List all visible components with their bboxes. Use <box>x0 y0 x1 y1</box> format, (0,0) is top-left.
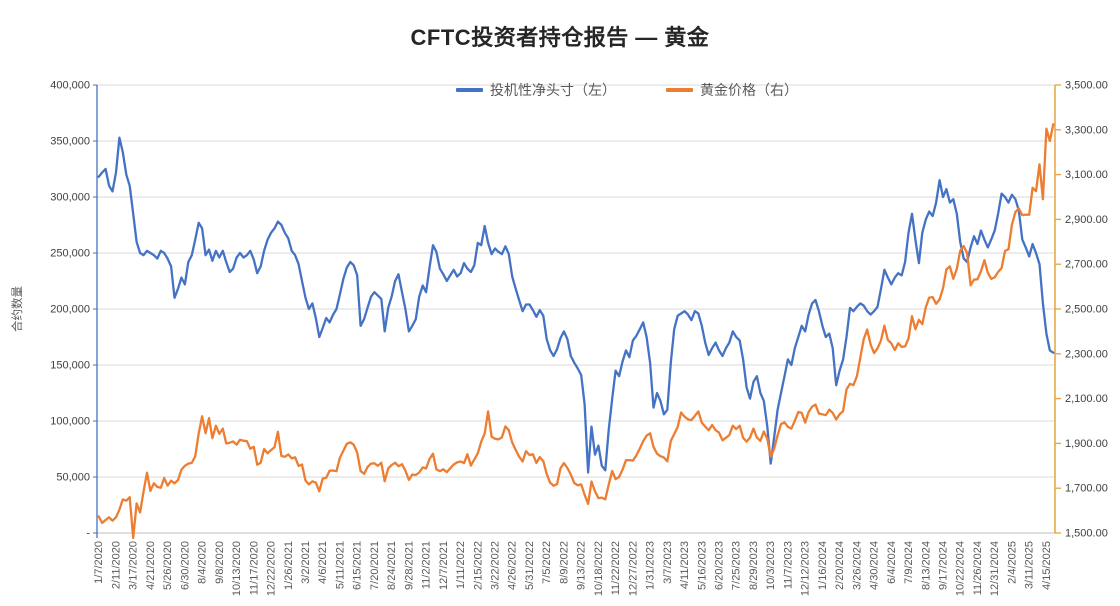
x-axis-tick-label: 1/11/2022 <box>455 541 467 589</box>
gold-price-line <box>97 123 1055 540</box>
x-axis-tick-label: 11/22/2022 <box>610 541 622 595</box>
x-axis-tick-label: 4/26/2022 <box>507 541 519 590</box>
right-axis-tick-label: 2,300.00 <box>1065 348 1108 360</box>
x-axis-tick-label: 9/13/2022 <box>576 541 588 590</box>
right-axis-tick-label: 2,700.00 <box>1065 259 1108 271</box>
y-axis-title: 合约数量 <box>10 286 24 332</box>
net-position-line-swatch <box>456 88 483 92</box>
left-axis-tick-label: 400,000 <box>50 80 90 92</box>
x-axis-tick-label: 2/4/2025 <box>1006 541 1018 584</box>
x-axis-tick-label: 9/17/2024 <box>938 541 950 590</box>
chart-title: CFTC投资者持仓报告 — 黄金 <box>410 25 710 50</box>
x-axis-tick-label: 7/20/2021 <box>369 541 381 590</box>
legend-label-net-position: 投机性净头寸（左） <box>490 82 616 98</box>
x-axis-tick-label: 8/29/2023 <box>748 541 760 590</box>
left-axis-tick-label: 100,000 <box>50 416 90 428</box>
right-axis-tick-label: 1,900.00 <box>1065 438 1108 450</box>
x-axis-tick-label: 2/11/2020 <box>110 541 122 589</box>
x-axis-tick-label: 11/17/2020 <box>248 541 260 595</box>
x-axis-tick-label: 8/13/2024 <box>920 541 932 590</box>
net-position-line <box>97 136 1055 474</box>
x-axis-tick-label: 3/2/2021 <box>300 541 312 584</box>
x-axis-tick-label: 7/5/2022 <box>541 541 553 584</box>
x-axis-tick-label: 12/31/2024 <box>989 541 1001 596</box>
x-axis-tick-label: 5/31/2022 <box>524 541 536 590</box>
left-axis-tick-label: - <box>86 528 90 540</box>
left-axis-tick-label: 200,000 <box>50 304 90 316</box>
x-axis-tick-label: 4/6/2021 <box>317 541 329 584</box>
right-axis-tick-label: 2,500.00 <box>1065 304 1108 316</box>
right-axis-tick-label: 3,300.00 <box>1065 124 1108 136</box>
x-axis-tick-label: 4/21/2020 <box>145 541 157 590</box>
x-axis-tick-label: 6/15/2021 <box>352 541 364 590</box>
x-axis-tick-label: 7/25/2023 <box>731 541 743 590</box>
x-axis-tick-label: 5/26/2020 <box>162 541 174 590</box>
x-axis-tick-label: 3/17/2020 <box>128 541 140 590</box>
x-axis-tick-label: 4/15/2025 <box>1041 541 1053 590</box>
left-axis-tick-label: 350,000 <box>50 136 90 148</box>
x-axis-tick-label: 1/16/2024 <box>817 541 829 590</box>
x-axis-tick-label: 7/9/2024 <box>903 541 915 584</box>
right-axis-tick-label: 2,100.00 <box>1065 393 1108 405</box>
x-axis-tick-label: 3/7/2023 <box>662 541 674 584</box>
x-axis-tick-label: 10/13/2020 <box>231 541 243 596</box>
left-axis-tick-label: 50,000 <box>56 472 90 484</box>
x-axis-tick-label: 11/2/2021 <box>421 541 433 589</box>
x-axis-tick-label: 4/30/2024 <box>869 541 881 590</box>
right-axis-tick-label: 2,900.00 <box>1065 214 1108 226</box>
x-axis-tick-label: 6/30/2020 <box>179 541 191 590</box>
legend-item-net-position[interactable]: 投机性净头寸（左） <box>456 80 616 100</box>
right-axis-tick-label: 3,100.00 <box>1065 169 1108 181</box>
x-axis-tick-label: 12/12/2023 <box>800 541 812 596</box>
legend: 投机性净头寸（左） 黄金价格（右） <box>456 80 798 100</box>
x-axis-tick-label: 5/11/2021 <box>334 541 346 589</box>
gold-price-line-swatch <box>666 88 693 92</box>
x-axis-tick-label: 1/7/2020 <box>93 541 105 584</box>
x-axis-tick-label: 8/4/2020 <box>197 541 209 584</box>
x-axis-tick-label: 4/11/2023 <box>679 541 691 589</box>
x-axis-tick-label: 6/4/2024 <box>886 541 898 584</box>
x-axis-tick-label: 8/9/2022 <box>558 541 570 584</box>
x-axis-tick-label: 5/16/2023 <box>696 541 708 590</box>
legend-label-gold-price: 黄金价格（右） <box>700 82 798 98</box>
x-axis-tick-label: 3/22/2022 <box>490 541 502 590</box>
x-axis-tick-label: 6/20/2023 <box>714 541 726 590</box>
left-axis-tick-label: 250,000 <box>50 248 90 260</box>
right-axis-tick-label: 3,500.00 <box>1065 80 1108 92</box>
x-axis-tick-label: 12/22/2020 <box>266 541 278 596</box>
x-axis-tick-label: 2/20/2024 <box>834 541 846 590</box>
x-axis-tick-label: 11/26/2024 <box>972 541 984 595</box>
x-axis-tick-label: 3/26/2024 <box>851 541 863 590</box>
x-axis-tick-label: 2/15/2022 <box>472 541 484 590</box>
x-axis-tick-label: 9/28/2021 <box>403 541 415 590</box>
x-axis-tick-label: 10/18/2022 <box>593 541 605 596</box>
x-axis-tick-label: 3/11/2025 <box>1024 541 1036 589</box>
right-axis-tick-label: 1,700.00 <box>1065 483 1108 495</box>
x-axis-tick-label: 10/3/2023 <box>765 541 777 590</box>
right-axis-tick-label: 1,500.00 <box>1065 528 1108 540</box>
x-axis-tick-label: 9/8/2020 <box>214 541 226 584</box>
x-axis-tick-label: 8/24/2021 <box>386 541 398 590</box>
x-axis-tick-label: 12/7/2021 <box>438 541 450 590</box>
x-axis-tick-label: 10/22/2024 <box>955 541 967 596</box>
x-axis-tick-label: 11/7/2023 <box>782 541 794 589</box>
x-axis-tick-label: 12/27/2022 <box>627 541 639 596</box>
x-axis-tick-label: 1/31/2023 <box>645 541 657 590</box>
left-axis-tick-label: 300,000 <box>50 192 90 204</box>
legend-item-gold-price[interactable]: 黄金价格（右） <box>666 80 798 100</box>
left-axis-tick-label: 150,000 <box>50 360 90 372</box>
x-axis-tick-label: 1/26/2021 <box>283 541 295 590</box>
